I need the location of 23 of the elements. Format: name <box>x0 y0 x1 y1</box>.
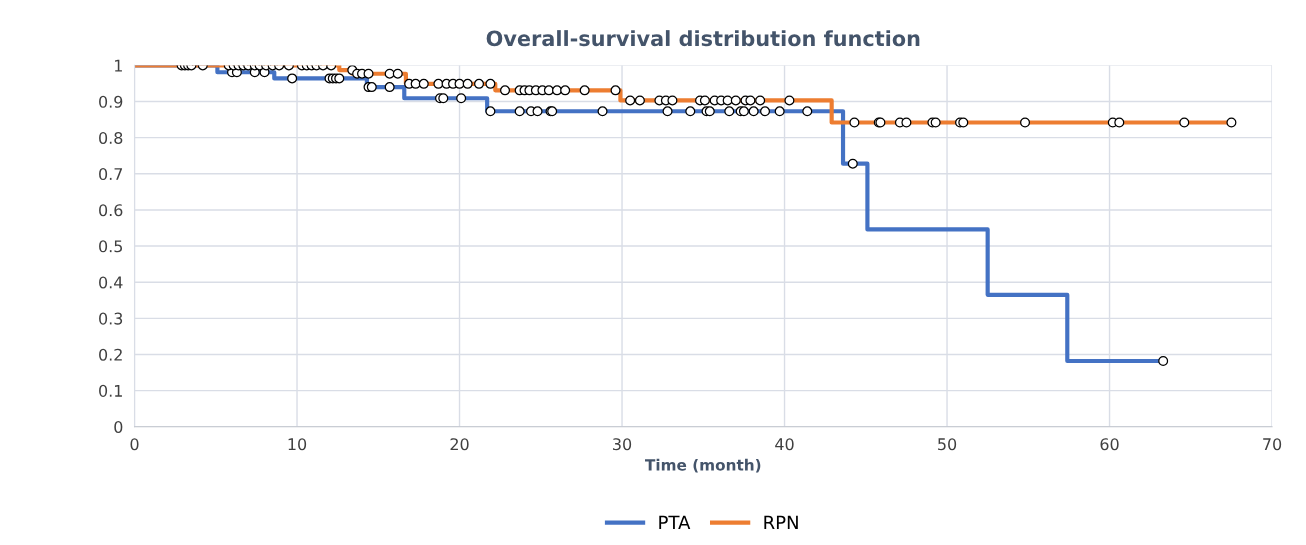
x-axis-title: Time (month) <box>645 458 761 473</box>
legend-label: RPN <box>764 515 798 529</box>
y-tick-label: 0 <box>114 420 123 434</box>
y-tick-label: 0.5 <box>99 240 123 253</box>
y-tick-label: 0.4 <box>99 276 123 289</box>
x-tick-label: 50 <box>938 438 957 451</box>
y-tick-label: 0.2 <box>99 348 122 361</box>
legend-label: PTA <box>659 515 691 529</box>
y-tick-label: 0.8 <box>99 131 123 144</box>
y-tick-label: 0.1 <box>99 384 122 397</box>
x-tick-label: 70 <box>1263 438 1282 451</box>
x-tick-label: 0 <box>130 438 139 451</box>
x-tick-label: 20 <box>450 438 469 451</box>
y-tick-label: 0.6 <box>99 204 123 217</box>
y-tick-label: 0.7 <box>99 168 123 181</box>
y-tick-label: 0.9 <box>99 95 123 108</box>
y-tick-label: 1 <box>115 59 122 72</box>
x-tick-label: 30 <box>613 438 632 451</box>
y-tick-label: 0.3 <box>99 312 123 325</box>
x-tick-label: 10 <box>288 438 307 451</box>
x-tick-label: 60 <box>1100 438 1119 451</box>
chart-title: Overall-survival distribution function <box>486 30 920 47</box>
x-tick-label: 40 <box>775 438 794 451</box>
